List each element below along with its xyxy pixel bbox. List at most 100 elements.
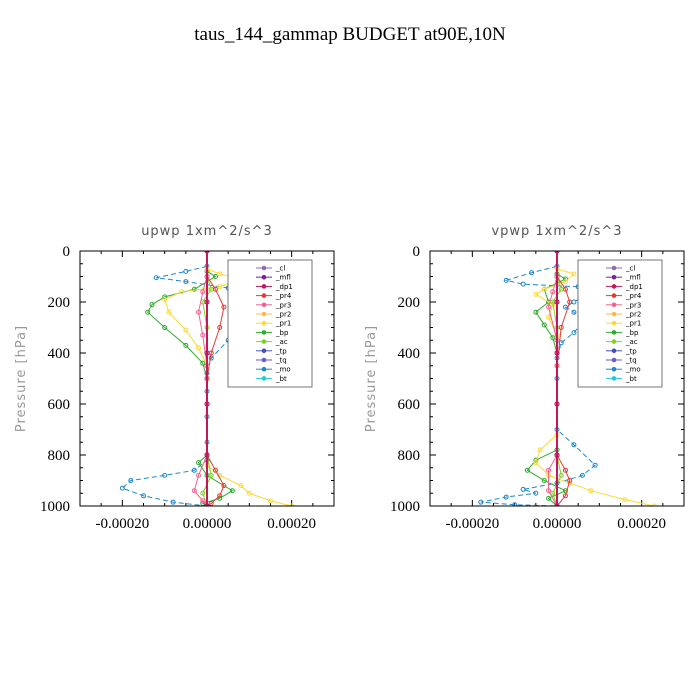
upwp-marker_bp — [149, 302, 155, 308]
upwp-marker_pr1 — [162, 296, 168, 302]
vpwp-legend-entry: _bp — [625, 329, 639, 337]
vpwp-legend-marker — [611, 366, 617, 372]
upwp-marker_pr4 — [208, 500, 214, 506]
upwp-marker_pr4 — [221, 483, 227, 489]
vpwp-marker_mo — [571, 330, 577, 336]
vpwp-marker_pr1 — [562, 279, 568, 285]
vpwp-ytick-label: 600 — [398, 397, 421, 413]
upwp-marker_mo — [191, 467, 197, 473]
vpwp-marker_pr4 — [558, 325, 564, 330]
vpwp-legend-marker — [611, 376, 617, 381]
vpwp-marker_pr4 — [567, 299, 573, 305]
upwp-marker_bp — [212, 274, 218, 279]
upwp-series_bp — [147, 270, 234, 506]
upwp-marker_mo — [141, 493, 146, 499]
vpwp-legend-entry: _pr3 — [625, 301, 641, 309]
vpwp-ytick-label: 800 — [398, 448, 421, 464]
upwp-marker_mo — [183, 279, 189, 285]
upwp-legend-entry: _ac — [275, 338, 288, 346]
upwp-ytick-label: 400 — [48, 346, 71, 362]
upwp-marker_dp1 — [204, 350, 210, 356]
vpwp-series-group — [478, 251, 657, 506]
upwp-marker_bp — [145, 309, 151, 315]
vpwp-legend-marker — [611, 330, 617, 335]
vpwp-legend-marker — [611, 348, 617, 354]
vpwp-marker_mo — [571, 442, 577, 448]
vpwp-marker_pr4 — [562, 467, 568, 473]
upwp-marker_mo — [153, 275, 159, 281]
upwp-marker_pr1 — [196, 345, 202, 351]
vpwp-marker_mo — [478, 499, 484, 505]
vpwp-legend-marker — [611, 320, 617, 326]
vpwp-marker_dp1 — [554, 503, 560, 506]
upwp-marker_dp1 — [204, 299, 210, 305]
upwp-legend-marker — [261, 293, 267, 298]
vpwp-marker_dp1 — [554, 299, 560, 305]
upwp-plot-frame — [79, 250, 335, 507]
vpwp-marker_pr1 — [588, 488, 594, 494]
vpwp-ytick-label: 400 — [398, 346, 421, 362]
upwp-legend-entry: _bt — [275, 375, 287, 383]
vpwp-panel-title: vpwp 1xm^2/s^3 — [491, 224, 622, 239]
upwp-marker_ac — [208, 472, 214, 478]
vpwp-y-axis-label: Pressure [hPa] — [364, 325, 379, 432]
vpwp-marker_mo — [579, 472, 585, 478]
vpwp-marker_mo — [520, 281, 526, 287]
vpwp-marker_ac — [558, 472, 564, 478]
upwp-marker_pr3 — [191, 488, 197, 494]
upwp-ytick-label: 600 — [48, 397, 71, 413]
upwp-marker_pr3 — [200, 332, 206, 338]
vpwp-plot-frame — [429, 250, 685, 507]
upwp-marker_pr4 — [212, 286, 218, 292]
upwp-legend-entry: _pr1 — [275, 320, 291, 328]
vpwp-marker_bp — [541, 322, 547, 328]
upwp-marker_pr4 — [217, 493, 223, 499]
vpwp-ytick-label: 200 — [398, 295, 421, 311]
vpwp-marker_pr3 — [550, 289, 556, 295]
vpwp-marker_dp1 — [554, 401, 560, 407]
vpwp-legend-marker — [611, 284, 617, 289]
vpwp-marker_mo — [512, 502, 518, 506]
vpwp-legend-entry: _cl — [625, 265, 635, 273]
vpwp-xtick-label: 0.00000 — [533, 516, 582, 532]
vpwp-marker_pr1 — [533, 291, 539, 297]
vpwp-legend-entry: _mo — [625, 366, 641, 374]
upwp-legend-marker — [261, 366, 267, 372]
upwp-marker_dp1 — [204, 401, 210, 407]
upwp-legend-entry: _mfl — [275, 274, 291, 282]
upwp-ytick-label: 800 — [48, 448, 71, 464]
upwp-legend-entry: _mo — [275, 366, 291, 374]
upwp-legend-marker — [261, 302, 267, 308]
upwp-marker_mo — [162, 472, 168, 478]
vpwp-ytick-label: 1000 — [390, 499, 420, 515]
vpwp-legend-entry: _bt — [625, 375, 637, 383]
upwp-marker_pr1 — [238, 483, 244, 489]
vpwp-legend-marker — [611, 274, 617, 280]
vpwp-marker_pr1 — [622, 497, 628, 503]
upwp-marker_bp — [191, 286, 197, 292]
upwp-legend-marker — [261, 376, 267, 381]
upwp-marker_pr1 — [246, 490, 252, 496]
upwp-marker_mo — [119, 485, 125, 491]
upwp-legend-marker — [261, 284, 267, 289]
vpwp-marker_bp — [546, 495, 552, 501]
vpwp-marker_mo — [533, 490, 539, 496]
upwp-marker_bp — [229, 488, 235, 494]
vpwp-marker_bp — [541, 478, 547, 483]
upwp-marker_dp1 — [204, 251, 210, 254]
vpwp-xtick-label: 0.00020 — [617, 516, 666, 532]
upwp-legend-marker — [261, 357, 267, 363]
vpwp-marker_mo — [529, 270, 535, 276]
upwp-xtick-label: 0.00000 — [183, 516, 232, 532]
upwp-ytick-label: 0 — [63, 244, 71, 260]
upwp-ytick-label: 200 — [48, 295, 71, 311]
vpwp-legend-marker — [611, 293, 617, 298]
upwp-marker_pr3 — [196, 472, 202, 478]
vpwp-marker_pr1 — [651, 503, 657, 506]
upwp-marker_pr1 — [179, 289, 185, 295]
vpwp-legend-entry: _pr4 — [625, 292, 642, 300]
upwp-marker_bp — [196, 460, 202, 466]
upwp-legend-entry: _cl — [275, 265, 285, 273]
upwp-legend-marker — [261, 348, 267, 354]
